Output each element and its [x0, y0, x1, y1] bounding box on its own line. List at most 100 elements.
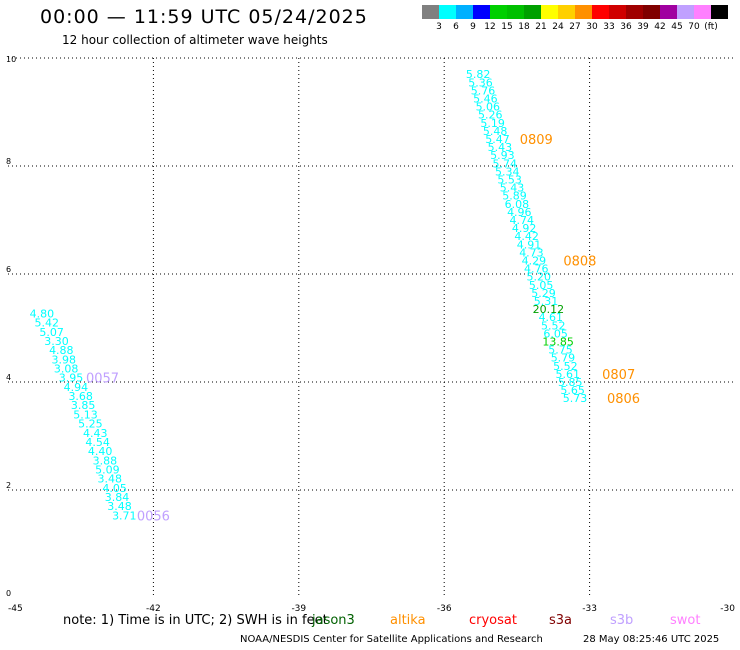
data-point-label: 5.26 [478, 109, 503, 122]
color-scale-swatch [626, 5, 643, 19]
data-point-label: 3.85 [71, 399, 96, 412]
color-scale-swatch [660, 5, 677, 19]
data-point-label: 5.19 [480, 117, 505, 130]
x-tick-label: -45 [8, 604, 23, 614]
pass-time-annotation: 0807 [602, 368, 635, 383]
color-scale-label: 33 [603, 22, 615, 32]
x-tick-label: -36 [437, 604, 452, 614]
color-scale-swatch [575, 5, 592, 19]
color-scale-label: 15 [501, 22, 513, 32]
pass-time-annotation: 0057 [86, 372, 119, 387]
data-point-label: 4.61 [539, 311, 564, 324]
credit-text: NOAA/NESDIS Center for Satellite Applica… [240, 634, 543, 645]
color-scale-label: 42 [654, 22, 666, 32]
color-scale-label: 12 [484, 22, 496, 32]
color-scale-label: 3 [436, 22, 442, 32]
y-tick-label: 8 [6, 157, 11, 166]
color-scale-swatch [694, 5, 711, 19]
data-point-label: 5.52 [541, 319, 566, 332]
data-point-label: 5.93 [490, 149, 515, 162]
data-point-label: 3.08 [54, 363, 79, 376]
data-point-label: 4.96 [507, 206, 532, 219]
mission-label: altika [390, 613, 426, 628]
data-point-label: 5.43 [488, 141, 513, 154]
data-point-label: 5.82 [466, 68, 491, 81]
mission-label: s3b [610, 613, 634, 628]
color-scale-swatch [439, 5, 456, 19]
pass-time-annotation: 0808 [563, 255, 596, 270]
data-point-label: 5.48 [483, 125, 508, 138]
mission-label: cryosat [469, 613, 517, 628]
data-point-label: 4.92 [512, 222, 537, 235]
data-point-label: 4.42 [514, 230, 539, 243]
color-scale-swatch [677, 5, 694, 19]
data-point-label: 5.43 [500, 182, 525, 195]
mission-label: swot [670, 613, 701, 628]
data-point-label: 5.89 [502, 190, 527, 203]
data-point-label: 5.76 [471, 84, 496, 97]
data-point-label: 5.31 [534, 295, 559, 308]
color-scale-swatch [456, 5, 473, 19]
color-scale-label: 24 [552, 22, 564, 32]
color-scale-label: 27 [569, 22, 581, 32]
mission-label: jason3 [312, 613, 355, 628]
data-point-label: 4.91 [517, 238, 542, 251]
data-point-label: 5.34 [495, 165, 520, 178]
x-tick-label: -30 [720, 604, 735, 614]
data-point-label: 4.94 [64, 381, 89, 394]
color-scale-label: 21 [535, 22, 547, 32]
data-point-label: 5.61 [556, 368, 581, 381]
data-point-label: 4.73 [519, 246, 544, 259]
data-point-label: 5.75 [548, 344, 573, 357]
data-point-label: 5.36 [468, 76, 493, 89]
data-point-label: 5.46 [473, 93, 498, 106]
data-point-label: 5.13 [73, 408, 98, 421]
data-point-label: 3.98 [51, 353, 76, 366]
data-point-label: 4.40 [88, 445, 113, 458]
footer-note: note: 1) Time is in UTC; 2) SWH is in fe… [63, 613, 328, 628]
color-scale-swatch [524, 5, 541, 19]
data-point-label: 5.53 [497, 174, 522, 187]
color-scale-label: 9 [470, 22, 476, 32]
color-scale-label: 6 [453, 22, 459, 32]
pass-time-annotation: 0056 [137, 509, 170, 524]
data-point-label: 5.29 [531, 287, 556, 300]
color-scale-swatch [711, 5, 728, 19]
data-point-label: 3.95 [59, 372, 84, 385]
pass-time-annotation: 0809 [520, 133, 553, 148]
chart-title: 00:00 — 11:59 UTC 05/24/2025 [40, 6, 368, 28]
data-point-label: 5.79 [551, 352, 576, 365]
x-tick-label: -39 [291, 604, 306, 614]
color-scale-label: 36 [620, 22, 632, 32]
data-point-label: 5.09 [95, 463, 120, 476]
data-point-label: 3.68 [68, 390, 93, 403]
data-point-label: 13.85 [542, 336, 574, 349]
data-point-label: 5.20 [526, 271, 551, 284]
data-point-label: 4.54 [85, 436, 110, 449]
y-tick-label: 0 [6, 589, 11, 598]
data-point-label: 3.30 [44, 335, 69, 348]
data-point-label: 4.43 [83, 427, 108, 440]
data-point-label: 5.07 [39, 326, 64, 339]
data-point-label: 4.05 [102, 482, 127, 495]
data-point-label: 5.52 [553, 360, 578, 373]
y-tick-label: 2 [6, 481, 11, 490]
x-tick-label: -42 [146, 604, 161, 614]
y-tick-label: 10 [6, 55, 16, 64]
color-scale-swatch [422, 5, 439, 19]
data-point-label: 5.25 [78, 418, 103, 431]
mission-label: s3a [549, 613, 573, 628]
data-point-label: 6.05 [543, 327, 568, 340]
data-point-label: 3.48 [107, 500, 132, 513]
data-point-label: 3.84 [105, 491, 130, 504]
timestamp-text: 28 May 08:25:46 UTC 2025 [583, 634, 720, 645]
color-scale-label: 30 [586, 22, 598, 32]
color-scale-swatch [609, 5, 626, 19]
data-point-label: 5.42 [35, 317, 60, 330]
color-scale-swatch [507, 5, 524, 19]
data-point-label: 5.47 [485, 133, 510, 146]
data-point-label: 5.05 [529, 279, 554, 292]
data-point-label: 5.06 [476, 101, 501, 114]
data-point-label: 3.71 [112, 509, 137, 522]
data-point-label: 6.08 [505, 198, 530, 211]
